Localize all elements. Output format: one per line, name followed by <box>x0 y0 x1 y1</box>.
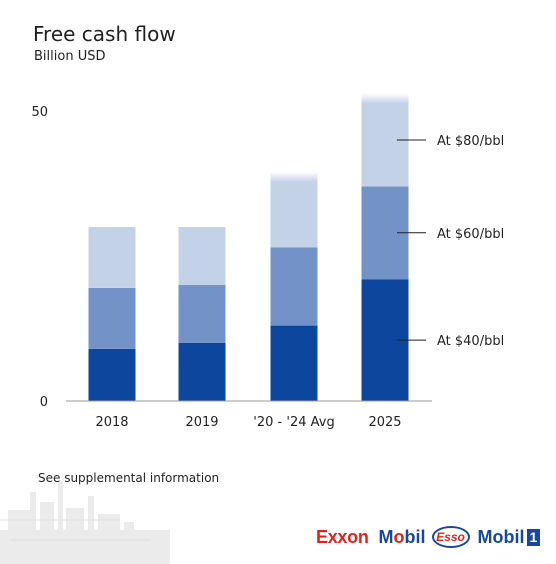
series-label: At $40/bbl <box>437 334 504 349</box>
exxon-logo: Exxon <box>316 526 369 547</box>
mobil1-logo: Mobil 1 <box>478 527 541 548</box>
brand-logos: Exxon Mobil Esso Mobil 1 <box>316 522 541 552</box>
refinery-illustration <box>0 482 170 564</box>
bar-3-1 <box>88 227 136 288</box>
chart-subtitle: Billion USD <box>34 49 106 64</box>
x-tick-label: 2018 <box>95 415 128 430</box>
bar-2-3 <box>270 247 318 326</box>
y-tick-label: 0 <box>40 395 48 410</box>
x-tick-label: 2019 <box>185 415 218 430</box>
bar-3-2 <box>178 227 226 285</box>
series-label: At $60/bbl <box>437 227 504 242</box>
bar-1-2 <box>178 343 226 401</box>
bar-1-1 <box>88 348 136 401</box>
chart-title: Free cash flow <box>33 22 176 46</box>
footnote: See supplemental information <box>38 471 220 485</box>
bar-fade-4 <box>361 93 409 104</box>
y-tick-label: 50 <box>31 105 48 120</box>
mobil-logo: Mobil <box>378 526 426 547</box>
bar-2-2 <box>178 285 226 343</box>
bar-1-3 <box>270 325 318 401</box>
bar-3-3 <box>270 171 318 248</box>
x-tick-label: '20 - '24 Avg <box>253 415 334 430</box>
bar-2-1 <box>88 287 136 349</box>
bar-fade-3 <box>270 171 318 182</box>
series-label: At $80/bbl <box>437 134 504 149</box>
chart-area: 2018 2019 '20 - '24 Avg 2025 0 50 At $40/bbl A… <box>31 93 504 430</box>
esso-logo: Esso <box>431 526 470 548</box>
x-tick-label: 2025 <box>368 415 401 430</box>
